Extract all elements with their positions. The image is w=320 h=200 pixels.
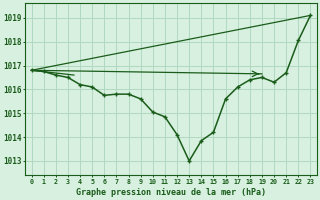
- X-axis label: Graphe pression niveau de la mer (hPa): Graphe pression niveau de la mer (hPa): [76, 188, 266, 197]
